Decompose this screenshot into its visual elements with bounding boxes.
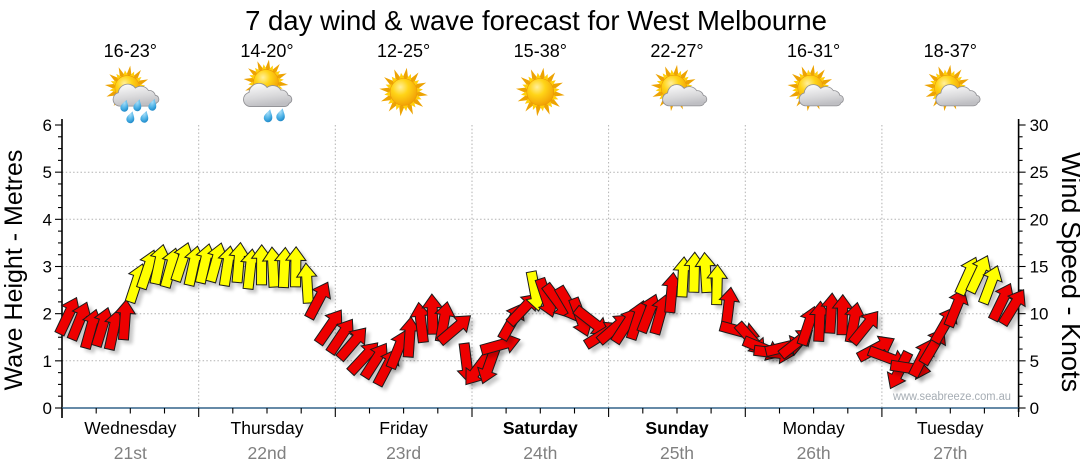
svg-text:Tuesday: Tuesday (917, 418, 984, 438)
svg-text:16-31°: 16-31° (787, 41, 840, 61)
svg-text:4: 4 (43, 210, 52, 229)
svg-text:26th: 26th (797, 443, 831, 463)
svg-text:25th: 25th (660, 443, 694, 463)
svg-text:15: 15 (1030, 258, 1049, 277)
svg-text:18-37°: 18-37° (924, 41, 977, 61)
svg-text:25: 25 (1030, 163, 1049, 182)
svg-text:10: 10 (1030, 305, 1049, 324)
svg-text:2: 2 (43, 305, 52, 324)
svg-text:Friday: Friday (379, 418, 428, 438)
svg-text:22-27°: 22-27° (650, 41, 703, 61)
svg-text:15-38°: 15-38° (514, 41, 567, 61)
svg-text:Wind Speed - Knots: Wind Speed - Knots (1056, 152, 1080, 392)
svg-text:0: 0 (1030, 399, 1039, 418)
svg-text:3: 3 (43, 258, 52, 277)
svg-text:30: 30 (1030, 116, 1049, 135)
svg-text:Monday: Monday (782, 418, 845, 438)
svg-text:24th: 24th (523, 443, 557, 463)
svg-text:Wave Height - Metres: Wave Height - Metres (0, 150, 28, 391)
svg-text:6: 6 (43, 116, 52, 135)
svg-text:Sunday: Sunday (645, 418, 708, 438)
svg-text:14-20°: 14-20° (240, 41, 293, 61)
svg-text:16-23°: 16-23° (104, 41, 157, 61)
svg-text:22nd: 22nd (248, 443, 287, 463)
svg-text:1: 1 (43, 352, 52, 371)
svg-text:www.seabreeze.com.au: www.seabreeze.com.au (892, 391, 1011, 403)
svg-text:12-25°: 12-25° (377, 41, 430, 61)
svg-text:23rd: 23rd (386, 443, 421, 463)
svg-text:21st: 21st (114, 443, 147, 463)
svg-text:Wednesday: Wednesday (84, 418, 176, 438)
svg-text:5: 5 (1030, 352, 1039, 371)
svg-text:5: 5 (43, 163, 52, 182)
svg-text:0: 0 (43, 399, 52, 418)
svg-text:20: 20 (1030, 210, 1049, 229)
svg-text:Saturday: Saturday (503, 418, 578, 438)
svg-text:27th: 27th (933, 443, 967, 463)
svg-text:Thursday: Thursday (231, 418, 304, 438)
svg-text:7 day wind & wave forecast for: 7 day wind & wave forecast for West Melb… (245, 5, 827, 36)
